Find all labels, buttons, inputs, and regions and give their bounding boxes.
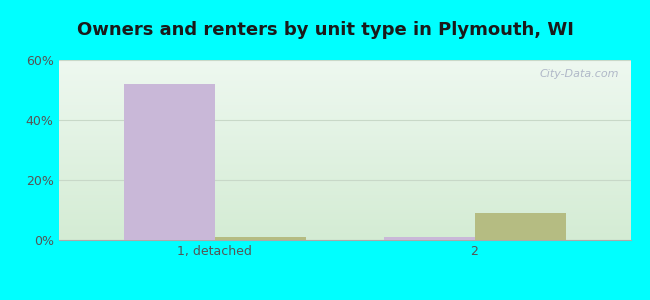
Bar (124, 84, 214, 240)
Bar (214, 237, 306, 240)
Bar (384, 237, 474, 240)
Text: Owners and renters by unit type in Plymouth, WI: Owners and renters by unit type in Plymo… (77, 21, 573, 39)
Bar (474, 213, 566, 240)
Text: City-Data.com: City-Data.com (540, 69, 619, 79)
Legend: Owner occupied units, Renter occupied units: Owner occupied units, Renter occupied un… (162, 297, 527, 300)
